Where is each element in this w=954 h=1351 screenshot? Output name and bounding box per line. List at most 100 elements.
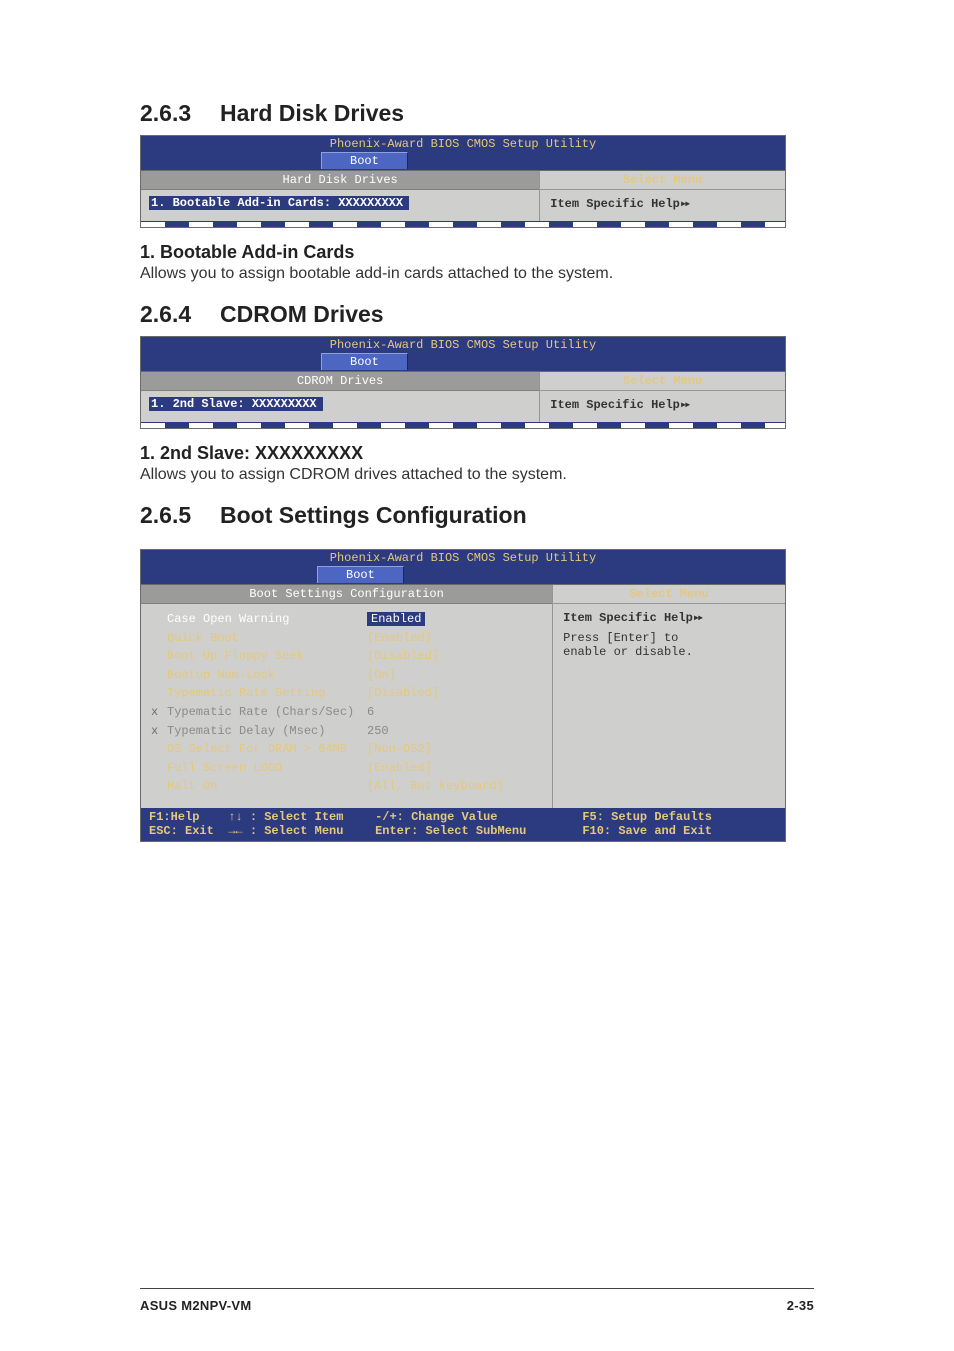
bios-setting-row[interactable]: Case Open WarningEnabled xyxy=(151,610,548,629)
section-number: 2.6.5 xyxy=(140,502,200,529)
bios-tab-bar: Boot xyxy=(141,566,785,584)
setting-value[interactable]: [Non-OS2] xyxy=(367,740,432,759)
bios-right-content: Item Specific Help▸▸ xyxy=(540,190,785,221)
setting-value[interactable]: [Enabled] xyxy=(367,759,432,778)
setting-value[interactable]: 250 xyxy=(367,722,389,741)
bios-left-header: Hard Disk Drives xyxy=(141,171,539,190)
nav-hint: F5: Setup Defaults xyxy=(582,810,777,824)
bios-settings-list: Case Open WarningEnabledQuick Boot[Enabl… xyxy=(141,604,552,808)
page-footer: ASUS M2NPV-VM 2-35 xyxy=(140,1298,814,1313)
bios-utility-title: Phoenix-Award BIOS CMOS Setup Utility xyxy=(141,337,785,353)
help-arrow-icon: ▸▸ xyxy=(680,398,688,412)
setting-label: Typematic Delay (Msec) xyxy=(167,722,367,741)
setting-value[interactable]: [On] xyxy=(367,666,396,685)
bios-utility-title: Phoenix-Award BIOS CMOS Setup Utility xyxy=(141,550,785,566)
bios-setting-row[interactable]: xTypematic Delay (Msec) 250 xyxy=(151,722,548,741)
bios-tab-boot[interactable]: Boot xyxy=(317,566,404,583)
row-marker xyxy=(151,684,167,703)
setting-label: Bootup Num-Lock xyxy=(167,666,367,685)
setting-label: Typematic Rate Setting xyxy=(167,684,367,703)
bios-right-header: Select Menu xyxy=(553,585,785,604)
bios-right-header: Select Menu xyxy=(540,372,785,391)
nav-hint: F10: Save and Exit xyxy=(582,824,777,838)
bios-utility-title: Phoenix-Award BIOS CMOS Setup Utility xyxy=(141,136,785,152)
bios-tab-bar: Boot xyxy=(141,353,785,371)
bios-setting-row[interactable]: Boot Up Floppy Seek[Disabled] xyxy=(151,647,548,666)
nav-hint: Enter: Select SubMenu xyxy=(375,824,582,838)
row-marker xyxy=(151,666,167,685)
item-specific-help-label: Item Specific Help xyxy=(550,398,680,412)
help-text-line: enable or disable. xyxy=(563,645,775,659)
bios-torn-edge xyxy=(141,422,785,428)
bios-setting-row[interactable]: Halt On[All, But keyboard] xyxy=(151,777,548,796)
bios-box-hard-disk-drives: Phoenix-Award BIOS CMOS Setup Utility Bo… xyxy=(140,135,786,228)
row-marker: x xyxy=(151,703,167,722)
item-specific-help-label: Item Specific Help xyxy=(563,611,693,625)
bios-tab-boot[interactable]: Boot xyxy=(321,353,408,370)
nav-hint: F1:Help ↑↓ : Select Item xyxy=(149,810,375,824)
footer-divider xyxy=(140,1288,814,1289)
setting-value[interactable]: 6 xyxy=(367,703,374,722)
setting-value[interactable]: [Disabled] xyxy=(367,647,439,666)
bios-left-header: Boot Settings Configuration xyxy=(141,585,552,604)
bios-tab-boot[interactable]: Boot xyxy=(321,152,408,169)
help-arrow-icon: ▸▸ xyxy=(693,611,701,625)
bios-left-content: 1. Bootable Add-in Cards: XXXXXXXXX xyxy=(141,190,539,220)
footer-product: ASUS M2NPV-VM xyxy=(140,1298,252,1313)
setting-label: Boot Up Floppy Seek xyxy=(167,647,367,666)
row-marker xyxy=(151,777,167,796)
bios-setting-row[interactable]: xTypematic Rate (Chars/Sec) 6 xyxy=(151,703,548,722)
bios-box-cdrom-drives: Phoenix-Award BIOS CMOS Setup Utility Bo… xyxy=(140,336,786,429)
bios-left-content: 1. 2nd Slave: XXXXXXXXX xyxy=(141,391,539,421)
footer-page-number: 2-35 xyxy=(787,1298,814,1313)
item-specific-help-label: Item Specific Help xyxy=(550,197,680,211)
setting-label: Typematic Rate (Chars/Sec) xyxy=(167,703,367,722)
bios-right-content: Item Specific Help▸▸ xyxy=(540,391,785,422)
bios-right-header: Select Menu xyxy=(540,171,785,190)
bios-setting-row[interactable]: OS Select For DRAM > 64MB[Non-OS2] xyxy=(151,740,548,759)
bios-setting-row[interactable]: Full Screen LOGO[Enabled] xyxy=(151,759,548,778)
setting-label: Case Open Warning xyxy=(167,610,367,629)
setting-label: Full Screen LOGO xyxy=(167,759,367,778)
setting-label: Halt On xyxy=(167,777,367,796)
row-marker: x xyxy=(151,722,167,741)
bios-torn-edge xyxy=(141,221,785,227)
bios-tab-bar: Boot xyxy=(141,152,785,170)
bios-setting-row[interactable]: Typematic Rate Setting[Disabled] xyxy=(151,684,548,703)
row-marker xyxy=(151,759,167,778)
bios-setting-row[interactable]: Quick Boot[Enabled] xyxy=(151,629,548,648)
section-number: 2.6.4 xyxy=(140,301,200,328)
setting-label: Quick Boot xyxy=(167,629,367,648)
help-text-line: Press [Enter] to xyxy=(563,631,775,645)
bios-box-boot-settings: Phoenix-Award BIOS CMOS Setup Utility Bo… xyxy=(140,549,786,842)
section-number: 2.6.3 xyxy=(140,100,200,127)
row-marker xyxy=(151,647,167,666)
subsection-heading: 1. 2nd Slave: XXXXXXXXX xyxy=(140,443,814,464)
bios-nav-bar: F1:Help ↑↓ : Select Item -/+: Change Val… xyxy=(141,808,785,841)
subsection-desc: Allows you to assign bootable add-in car… xyxy=(140,265,814,283)
section-heading-264: 2.6.4 CDROM Drives xyxy=(140,301,814,328)
selected-value-highlight: Enabled xyxy=(367,612,425,626)
nav-hint: -/+: Change Value xyxy=(375,810,582,824)
section-heading-263: 2.6.3 Hard Disk Drives xyxy=(140,100,814,127)
bios-selected-item[interactable]: 1. Bootable Add-in Cards: XXXXXXXXX xyxy=(149,196,409,210)
row-marker xyxy=(151,629,167,648)
row-marker xyxy=(151,740,167,759)
setting-value[interactable]: [All, But keyboard] xyxy=(367,777,504,796)
setting-value[interactable]: [Enabled] xyxy=(367,629,432,648)
bios-setting-row[interactable]: Bootup Num-Lock[On] xyxy=(151,666,548,685)
bios-left-header: CDROM Drives xyxy=(141,372,539,391)
help-arrow-icon: ▸▸ xyxy=(680,197,688,211)
bios-selected-item[interactable]: 1. 2nd Slave: XXXXXXXXX xyxy=(149,397,323,411)
section-title: Boot Settings Configuration xyxy=(220,502,527,529)
nav-hint: ESC: Exit →← : Select Menu xyxy=(149,824,375,838)
subsection-heading: 1. Bootable Add-in Cards xyxy=(140,242,814,263)
section-title: CDROM Drives xyxy=(220,301,384,328)
section-heading-265: 2.6.5 Boot Settings Configuration xyxy=(140,502,814,529)
row-marker xyxy=(151,610,167,629)
setting-label: OS Select For DRAM > 64MB xyxy=(167,740,367,759)
setting-value[interactable]: [Disabled] xyxy=(367,684,439,703)
subsection-desc: Allows you to assign CDROM drives attach… xyxy=(140,466,814,484)
bios-right-content: Item Specific Help▸▸ Press [Enter] to en… xyxy=(553,604,785,669)
setting-value[interactable]: Enabled xyxy=(367,610,425,629)
